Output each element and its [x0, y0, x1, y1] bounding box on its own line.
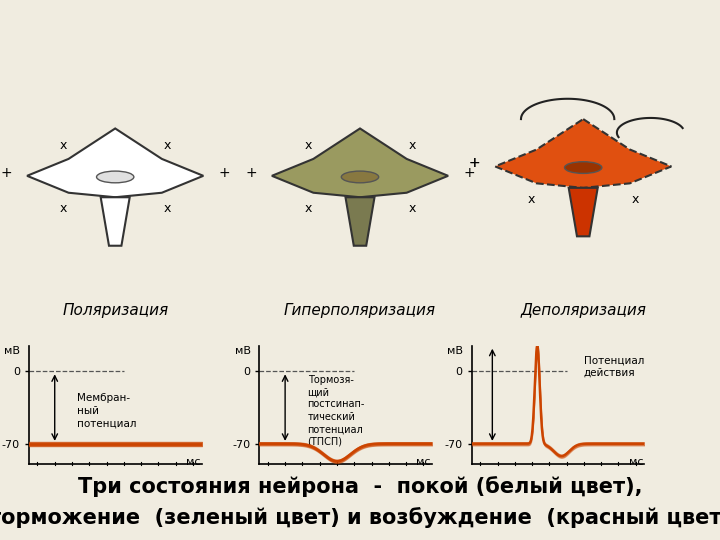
- Ellipse shape: [96, 171, 134, 183]
- Text: +: +: [463, 166, 474, 180]
- Text: x: x: [408, 139, 415, 152]
- Text: +: +: [218, 166, 230, 180]
- Text: Мембран-
ный
потенциал: Мембран- ный потенциал: [77, 393, 137, 428]
- Text: x: x: [631, 193, 639, 206]
- Text: +: +: [469, 156, 480, 170]
- Text: +: +: [1, 166, 12, 180]
- Text: Три состояния нейрона  -  покой (белый цвет),
торможение  (зеленый цвет) и возбу: Три состояния нейрона - покой (белый цве…: [0, 476, 720, 528]
- Text: Поляризация: Поляризация: [62, 303, 168, 318]
- Text: x: x: [60, 202, 67, 215]
- Text: +: +: [246, 166, 257, 180]
- Text: x: x: [305, 202, 312, 215]
- Polygon shape: [27, 129, 203, 197]
- Text: x: x: [163, 139, 171, 152]
- Text: мс: мс: [186, 457, 200, 467]
- Text: Тормозя-
щий
постсинап-
тический
потенциал
(ТПСП): Тормозя- щий постсинап- тический потенци…: [307, 375, 365, 447]
- Text: x: x: [60, 139, 67, 152]
- Text: +: +: [469, 156, 480, 170]
- Text: мВ: мВ: [235, 346, 251, 356]
- Ellipse shape: [564, 161, 602, 173]
- Text: x: x: [305, 139, 312, 152]
- Text: x: x: [528, 193, 535, 206]
- Text: Деполяризация: Деполяризация: [521, 303, 646, 318]
- Text: x: x: [163, 202, 171, 215]
- Polygon shape: [495, 119, 671, 188]
- Text: мс: мс: [629, 457, 643, 467]
- Polygon shape: [101, 197, 130, 246]
- Text: Гиперполяризация: Гиперполяризация: [284, 303, 436, 318]
- Polygon shape: [272, 129, 448, 197]
- Polygon shape: [346, 197, 374, 246]
- Ellipse shape: [341, 171, 379, 183]
- Polygon shape: [569, 188, 598, 237]
- Text: мВ: мВ: [447, 346, 463, 356]
- Text: x: x: [408, 202, 415, 215]
- Text: мс: мс: [416, 457, 431, 467]
- Text: Потенциал
действия: Потенциал действия: [584, 355, 644, 377]
- Text: мВ: мВ: [4, 346, 20, 356]
